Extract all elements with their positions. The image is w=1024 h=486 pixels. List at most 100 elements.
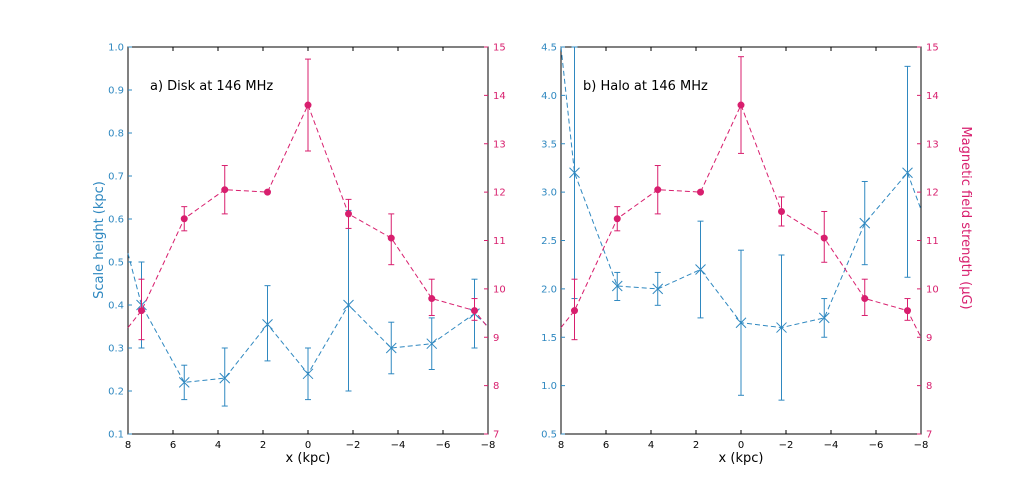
y-tick-label: 2.5: [541, 236, 557, 247]
disk-height-point: [302, 368, 314, 380]
y-tick-label: 0.3: [108, 344, 124, 355]
y2-tick-label: 10: [926, 284, 939, 295]
halo-height-point: [902, 167, 913, 179]
x-tick-label: 0: [738, 440, 744, 451]
x-tick-label: −2: [779, 440, 794, 451]
x-tick-label: −4: [824, 440, 839, 451]
y-tick-label: 0.5: [108, 258, 124, 269]
x-tick-label: −4: [391, 440, 406, 451]
disk-field-line: [127, 103, 489, 328]
y-tick-label: 0.8: [108, 129, 124, 140]
y-tick-label: 0.7: [108, 172, 124, 183]
panel-halo-x-axis-label: x (kpc): [719, 451, 764, 466]
disk-height-point: [219, 372, 231, 384]
halo-field-point: [820, 234, 828, 242]
panel-halo-y-ticks: 0.5 1.0 1.5 2.0 2.5 3.0 3.5 4.0 4.5: [541, 43, 565, 441]
y-tick-label: 0.5: [541, 430, 557, 441]
panel-halo-series: [560, 46, 922, 401]
panel-disk: a) Disk at 146 MHz x (kpc) Scale height …: [92, 43, 506, 467]
y2-tick-label: 15: [926, 43, 939, 54]
disk-field-point: [387, 234, 395, 242]
y-tick-label: 3.5: [541, 139, 557, 150]
halo-height-point: [859, 217, 871, 229]
halo-field-line: [560, 103, 922, 338]
halo-field-point: [571, 307, 578, 315]
y2-tick-label: 11: [493, 236, 506, 247]
disk-height-point: [262, 318, 273, 330]
disk-height-point: [385, 342, 397, 354]
panel-halo: b) Halo at 146 MHz x (kpc) Magnetic fiel…: [541, 43, 973, 467]
x-tick-label: 6: [170, 440, 176, 451]
halo-height-point: [611, 280, 623, 292]
y-tick-label: 1.0: [541, 381, 557, 392]
halo-field-point: [904, 307, 911, 315]
panel-halo-x-ticks: 8 6 4 2 0 −2 −4 −6 −8: [558, 47, 929, 451]
y2-tick-label: 8: [493, 381, 499, 392]
y2-tick-label: 9: [926, 333, 932, 344]
disk-field-point: [138, 307, 145, 315]
disk-field-point: [304, 101, 312, 109]
x-tick-label: 0: [305, 440, 311, 451]
y2-tick-label: 13: [926, 139, 939, 150]
panel-halo-title: b) Halo at 146 MHz: [583, 79, 708, 94]
y-tick-label: 1.5: [541, 333, 557, 344]
x-tick-label: 2: [260, 440, 266, 451]
halo-height-point: [652, 283, 664, 295]
halo-field-point: [778, 207, 785, 215]
y-tick-label: 0.6: [108, 215, 124, 226]
panel-disk-y-ticks: 0.1 0.2 0.3 0.4 0.5 0.6 0.7 0.8 0.9 1.0: [108, 43, 132, 441]
disk-field-point: [471, 307, 478, 315]
panel-halo-y2-axis-label: Magnetic field strength (μG): [958, 126, 973, 309]
y2-tick-label: 11: [926, 236, 939, 247]
y-tick-label: 0.1: [108, 430, 124, 441]
y2-tick-label: 9: [493, 333, 499, 344]
disk-field-point: [264, 188, 271, 196]
y2-tick-label: 7: [926, 430, 932, 441]
y-tick-label: 0.9: [108, 86, 124, 97]
halo-height-point: [735, 317, 747, 329]
disk-height-point: [178, 377, 190, 388]
y-tick-label: 4.5: [541, 43, 557, 54]
y-tick-label: 3.0: [541, 188, 557, 199]
panel-disk-y2-ticks: 7 8 9 10 11 12 13 14 15: [484, 43, 506, 441]
y-tick-label: 4.0: [541, 91, 557, 102]
y-tick-label: 0.4: [108, 301, 124, 312]
panel-disk-series: [127, 58, 489, 407]
halo-height-point: [818, 312, 830, 324]
x-tick-label: −6: [436, 440, 451, 451]
halo-height-point: [776, 322, 787, 333]
y-tick-label: 0.2: [108, 387, 124, 398]
y-tick-label: 2.0: [541, 284, 557, 295]
x-tick-label: 2: [693, 440, 699, 451]
panel-disk-y-axis-label: Scale height (kpc): [92, 181, 107, 299]
y2-tick-label: 15: [493, 43, 506, 54]
panel-disk-x-ticks: 8 6 4 2 0 −2 −4 −6 −8: [125, 47, 496, 451]
x-tick-label: 4: [215, 440, 221, 451]
panel-halo-y2-ticks: 7 8 9 10 11 12 13 14 15: [917, 43, 939, 441]
y-tick-label: 1.0: [108, 43, 124, 54]
panel-disk-title: a) Disk at 146 MHz: [150, 79, 273, 94]
x-tick-label: −8: [914, 440, 929, 451]
x-tick-label: 8: [558, 440, 564, 451]
halo-height-point: [695, 264, 706, 275]
y2-tick-label: 14: [926, 91, 939, 102]
halo-field-point: [737, 101, 745, 109]
y2-tick-label: 12: [926, 188, 939, 199]
y2-tick-label: 14: [493, 91, 506, 102]
x-tick-label: 6: [603, 440, 609, 451]
y2-tick-label: 8: [926, 381, 932, 392]
halo-field-point: [654, 186, 662, 194]
halo-field-point: [697, 188, 704, 196]
disk-field-point: [428, 295, 436, 303]
disk-field-point: [180, 215, 188, 223]
y2-tick-label: 7: [493, 430, 499, 441]
y2-tick-label: 10: [493, 284, 506, 295]
x-tick-label: −8: [481, 440, 496, 451]
x-tick-label: −6: [869, 440, 884, 451]
disk-field-point: [345, 210, 352, 218]
halo-field-point: [613, 215, 621, 223]
x-tick-label: 4: [648, 440, 654, 451]
x-tick-label: −2: [346, 440, 361, 451]
